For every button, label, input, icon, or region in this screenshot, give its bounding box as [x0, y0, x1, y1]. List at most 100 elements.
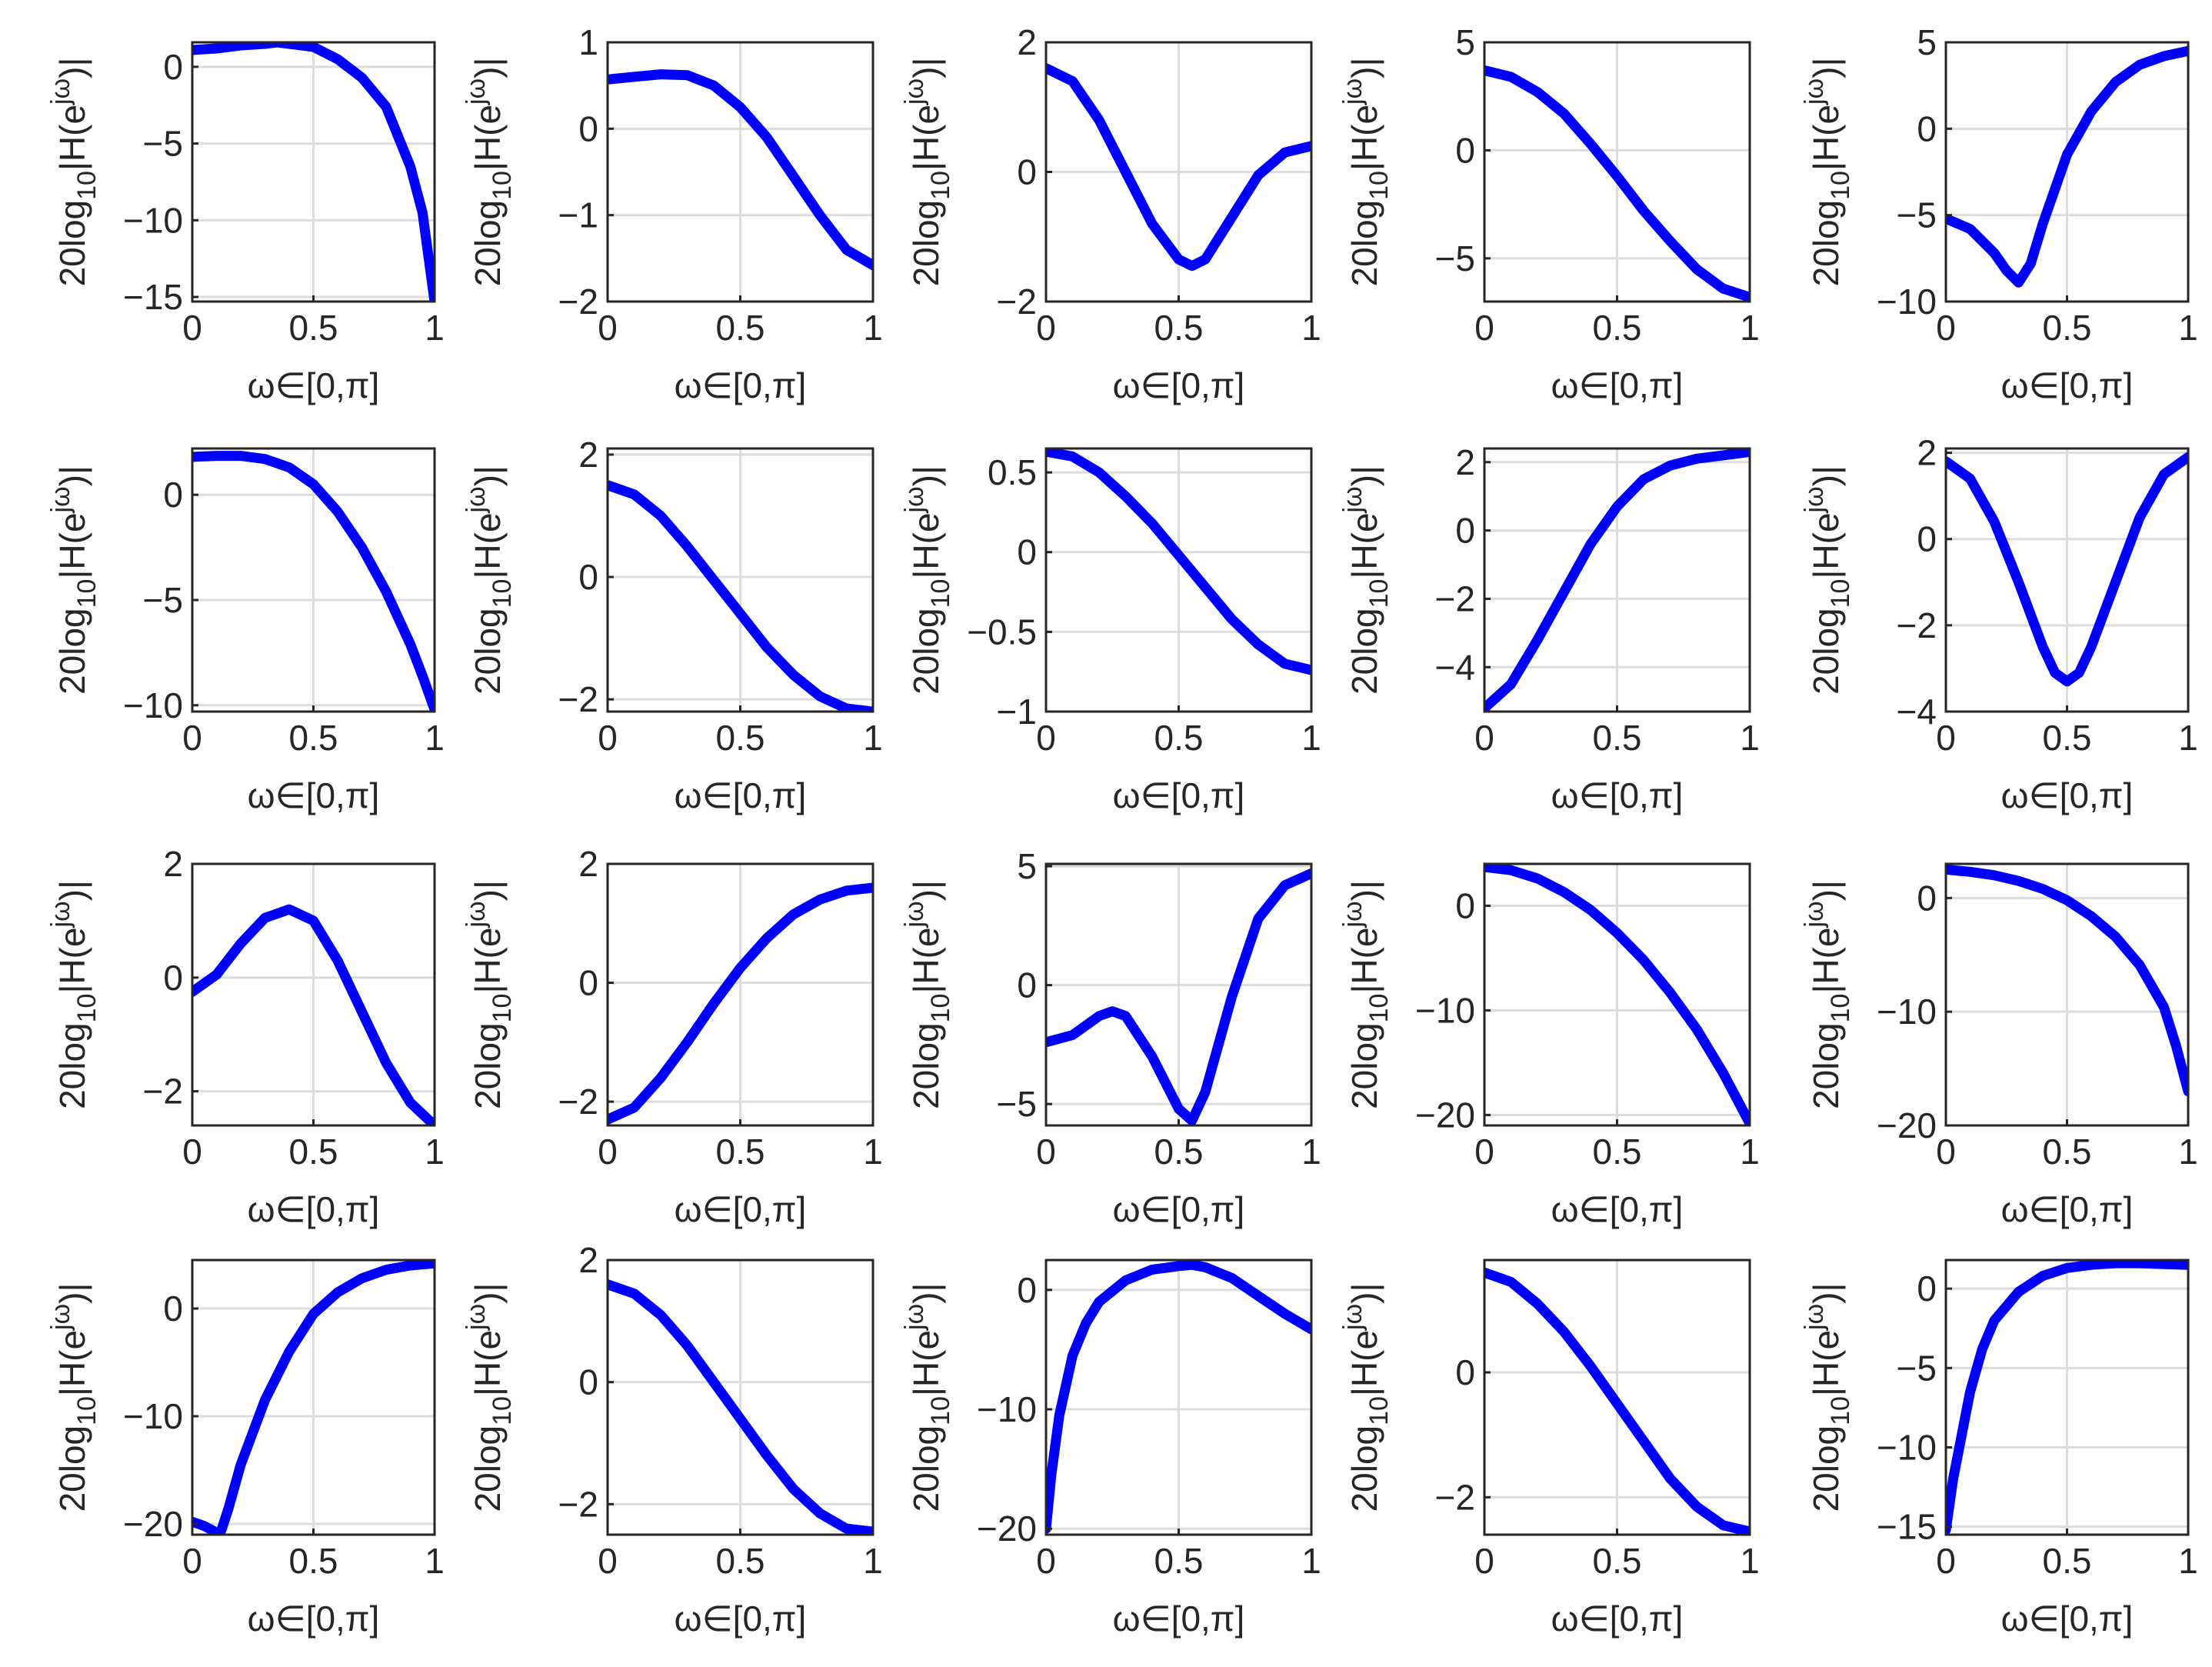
subplot-1-4: 0 0.5 1 5 0 −5 ω∈[0,π] 20log10|H(ejω)|: [1338, 22, 1760, 405]
x-tick-label: 1: [863, 1132, 883, 1172]
subplot-3-4: 0 0.5 10−10−20ω∈[0,π]20log10|H(ejω)|: [1338, 862, 1760, 1229]
y-axis-label-part: 20log: [1806, 608, 1846, 695]
y-tick-label: 0: [163, 47, 183, 87]
y-axis-label-part: |H(e: [1344, 927, 1384, 993]
x-tick-label: 1: [2178, 1132, 2198, 1172]
y-axis-label-part: 20log: [1344, 1022, 1384, 1109]
x-tick-label: 1: [1301, 308, 1321, 348]
x-tick-label: 1: [425, 1132, 445, 1172]
y-axis-label-part: |H(e: [52, 927, 92, 993]
x-tick-label: 0: [598, 1132, 618, 1172]
y-axis-label-part: 20log: [52, 200, 92, 287]
y-axis-label: 20log10|H(ejω)|: [46, 58, 102, 287]
y-axis-label-part: )|: [1806, 465, 1846, 486]
y-tick-label: −2: [997, 282, 1037, 322]
y-tick-label: 2: [1455, 442, 1475, 482]
y-tick-label: 2: [163, 844, 183, 884]
x-axis-label: ω∈[0,π]: [2001, 775, 2134, 815]
y-axis-label-part: 20log: [1344, 608, 1384, 695]
y-axis-label-part: 10: [488, 994, 517, 1023]
x-tick-label: 0.5: [289, 308, 338, 348]
y-axis-label-part: 10: [1826, 994, 1855, 1023]
y-axis-label-part: jω: [900, 78, 929, 105]
y-tick-label: −1: [997, 692, 1037, 732]
x-tick-label: 0: [1936, 308, 1956, 348]
y-axis-label-part: )|: [1806, 1283, 1846, 1304]
x-tick-label: 0.5: [1593, 1132, 1642, 1172]
x-axis-label: ω∈[0,π]: [248, 1189, 380, 1229]
x-tick-label: 0: [182, 718, 202, 758]
x-tick-label: 0: [1936, 718, 1956, 758]
y-axis-label-part: 20log: [468, 608, 508, 695]
x-tick-label: 0.5: [716, 308, 765, 348]
response-curve: [1484, 1267, 1750, 1535]
y-tick-label: −10: [1877, 992, 1937, 1032]
response-curve: [1046, 868, 1311, 1125]
y-axis-label-part: jω: [1800, 78, 1829, 105]
subplot-2-2: 0 0.5 120−2ω∈[0,π]20log10|H(ejω)|: [461, 435, 883, 815]
y-axis-label: 20log10|H(ejω)|: [1800, 880, 1855, 1109]
x-axis-label: ω∈[0,π]: [1551, 775, 1684, 815]
y-axis-label-part: jω: [1338, 486, 1368, 513]
y-tick-label: −2: [558, 1082, 598, 1122]
response-curve: [1046, 448, 1311, 675]
y-axis-label-part: 10: [72, 579, 102, 608]
y-axis-label-part: |H(e: [1806, 105, 1846, 171]
y-axis-label-part: 20log: [1806, 200, 1846, 287]
x-axis-label: ω∈[0,π]: [2001, 365, 2134, 405]
x-tick-label: 0: [182, 1541, 202, 1581]
x-tick-label: 1: [2178, 718, 2198, 758]
x-tick-label: 0: [1036, 718, 1056, 758]
subplot-3-2: 0 0.5 120−2ω∈[0,π]20log10|H(ejω)|: [461, 844, 883, 1229]
x-tick-label: 0: [598, 718, 618, 758]
y-axis-label-part: 20log: [906, 1425, 946, 1512]
y-axis-label-part: )|: [468, 58, 508, 78]
response-curve: [1484, 448, 1750, 712]
x-axis-label: ω∈[0,π]: [675, 775, 807, 815]
y-axis-label-part: |H(e: [468, 1330, 508, 1396]
y-axis-label: 20log10|H(ejω)|: [46, 465, 102, 695]
y-axis-label-part: |H(e: [906, 1330, 946, 1396]
y-tick-label: −0.5: [967, 612, 1037, 652]
subplot-2-1: 0 0.5 10−5−10ω∈[0,π]20log10|H(ejω)|: [46, 447, 445, 815]
y-axis-label-part: )|: [906, 465, 946, 486]
y-axis-label-part: |H(e: [52, 512, 92, 578]
y-tick-label: 0: [578, 963, 598, 1003]
x-tick-label: 1: [425, 718, 445, 758]
x-axis-label: ω∈[0,π]: [248, 365, 380, 405]
y-tick-label: 0: [578, 1362, 598, 1402]
y-tick-label: −2: [143, 1072, 183, 1112]
y-tick-label: 0: [578, 557, 598, 597]
y-axis-label-part: 20log: [468, 1425, 508, 1512]
y-tick-label: −2: [1897, 605, 1937, 645]
y-axis-label-part: 10: [488, 579, 517, 608]
y-axis-label-part: jω: [46, 78, 75, 105]
y-tick-label: −10: [977, 1389, 1037, 1429]
y-tick-label: 1: [578, 22, 598, 62]
y-axis-label-part: )|: [1344, 1283, 1384, 1304]
x-tick-label: 1: [1301, 1541, 1321, 1581]
x-tick-label: 1: [1740, 1132, 1760, 1172]
y-tick-label: 5: [1455, 22, 1475, 62]
y-tick-label: −2: [1435, 1477, 1475, 1517]
y-tick-label: 5: [1917, 22, 1937, 62]
y-tick-label: 0: [1017, 965, 1037, 1005]
x-tick-label: 0.5: [716, 1132, 765, 1172]
subplot-3-3: 0 0.5 1 5 0 −5 ω∈[0,π] 20log10|H(ejω)|: [900, 846, 1321, 1229]
y-axis-label-part: 10: [926, 171, 955, 200]
y-tick-label: −2: [1435, 578, 1475, 618]
x-tick-label: 0.5: [289, 1541, 338, 1581]
x-tick-label: 0: [182, 308, 202, 348]
y-axis-label-part: 10: [1364, 1396, 1394, 1425]
x-tick-label: 1: [2178, 308, 2198, 348]
y-axis-label-part: )|: [1806, 880, 1846, 901]
y-tick-label: 0: [1455, 511, 1475, 551]
x-axis-label: ω∈[0,π]: [248, 775, 380, 815]
y-axis-label-part: 10: [1826, 1396, 1855, 1425]
response-curve: [608, 480, 873, 712]
x-axis-label: ω∈[0,π]: [1113, 365, 1245, 405]
y-axis-label: 20log10|H(ejω)|: [461, 1283, 517, 1512]
x-axis-label: ω∈[0,π]: [1113, 1189, 1245, 1229]
x-tick-label: 0: [1036, 308, 1056, 348]
x-tick-label: 0.5: [716, 718, 765, 758]
